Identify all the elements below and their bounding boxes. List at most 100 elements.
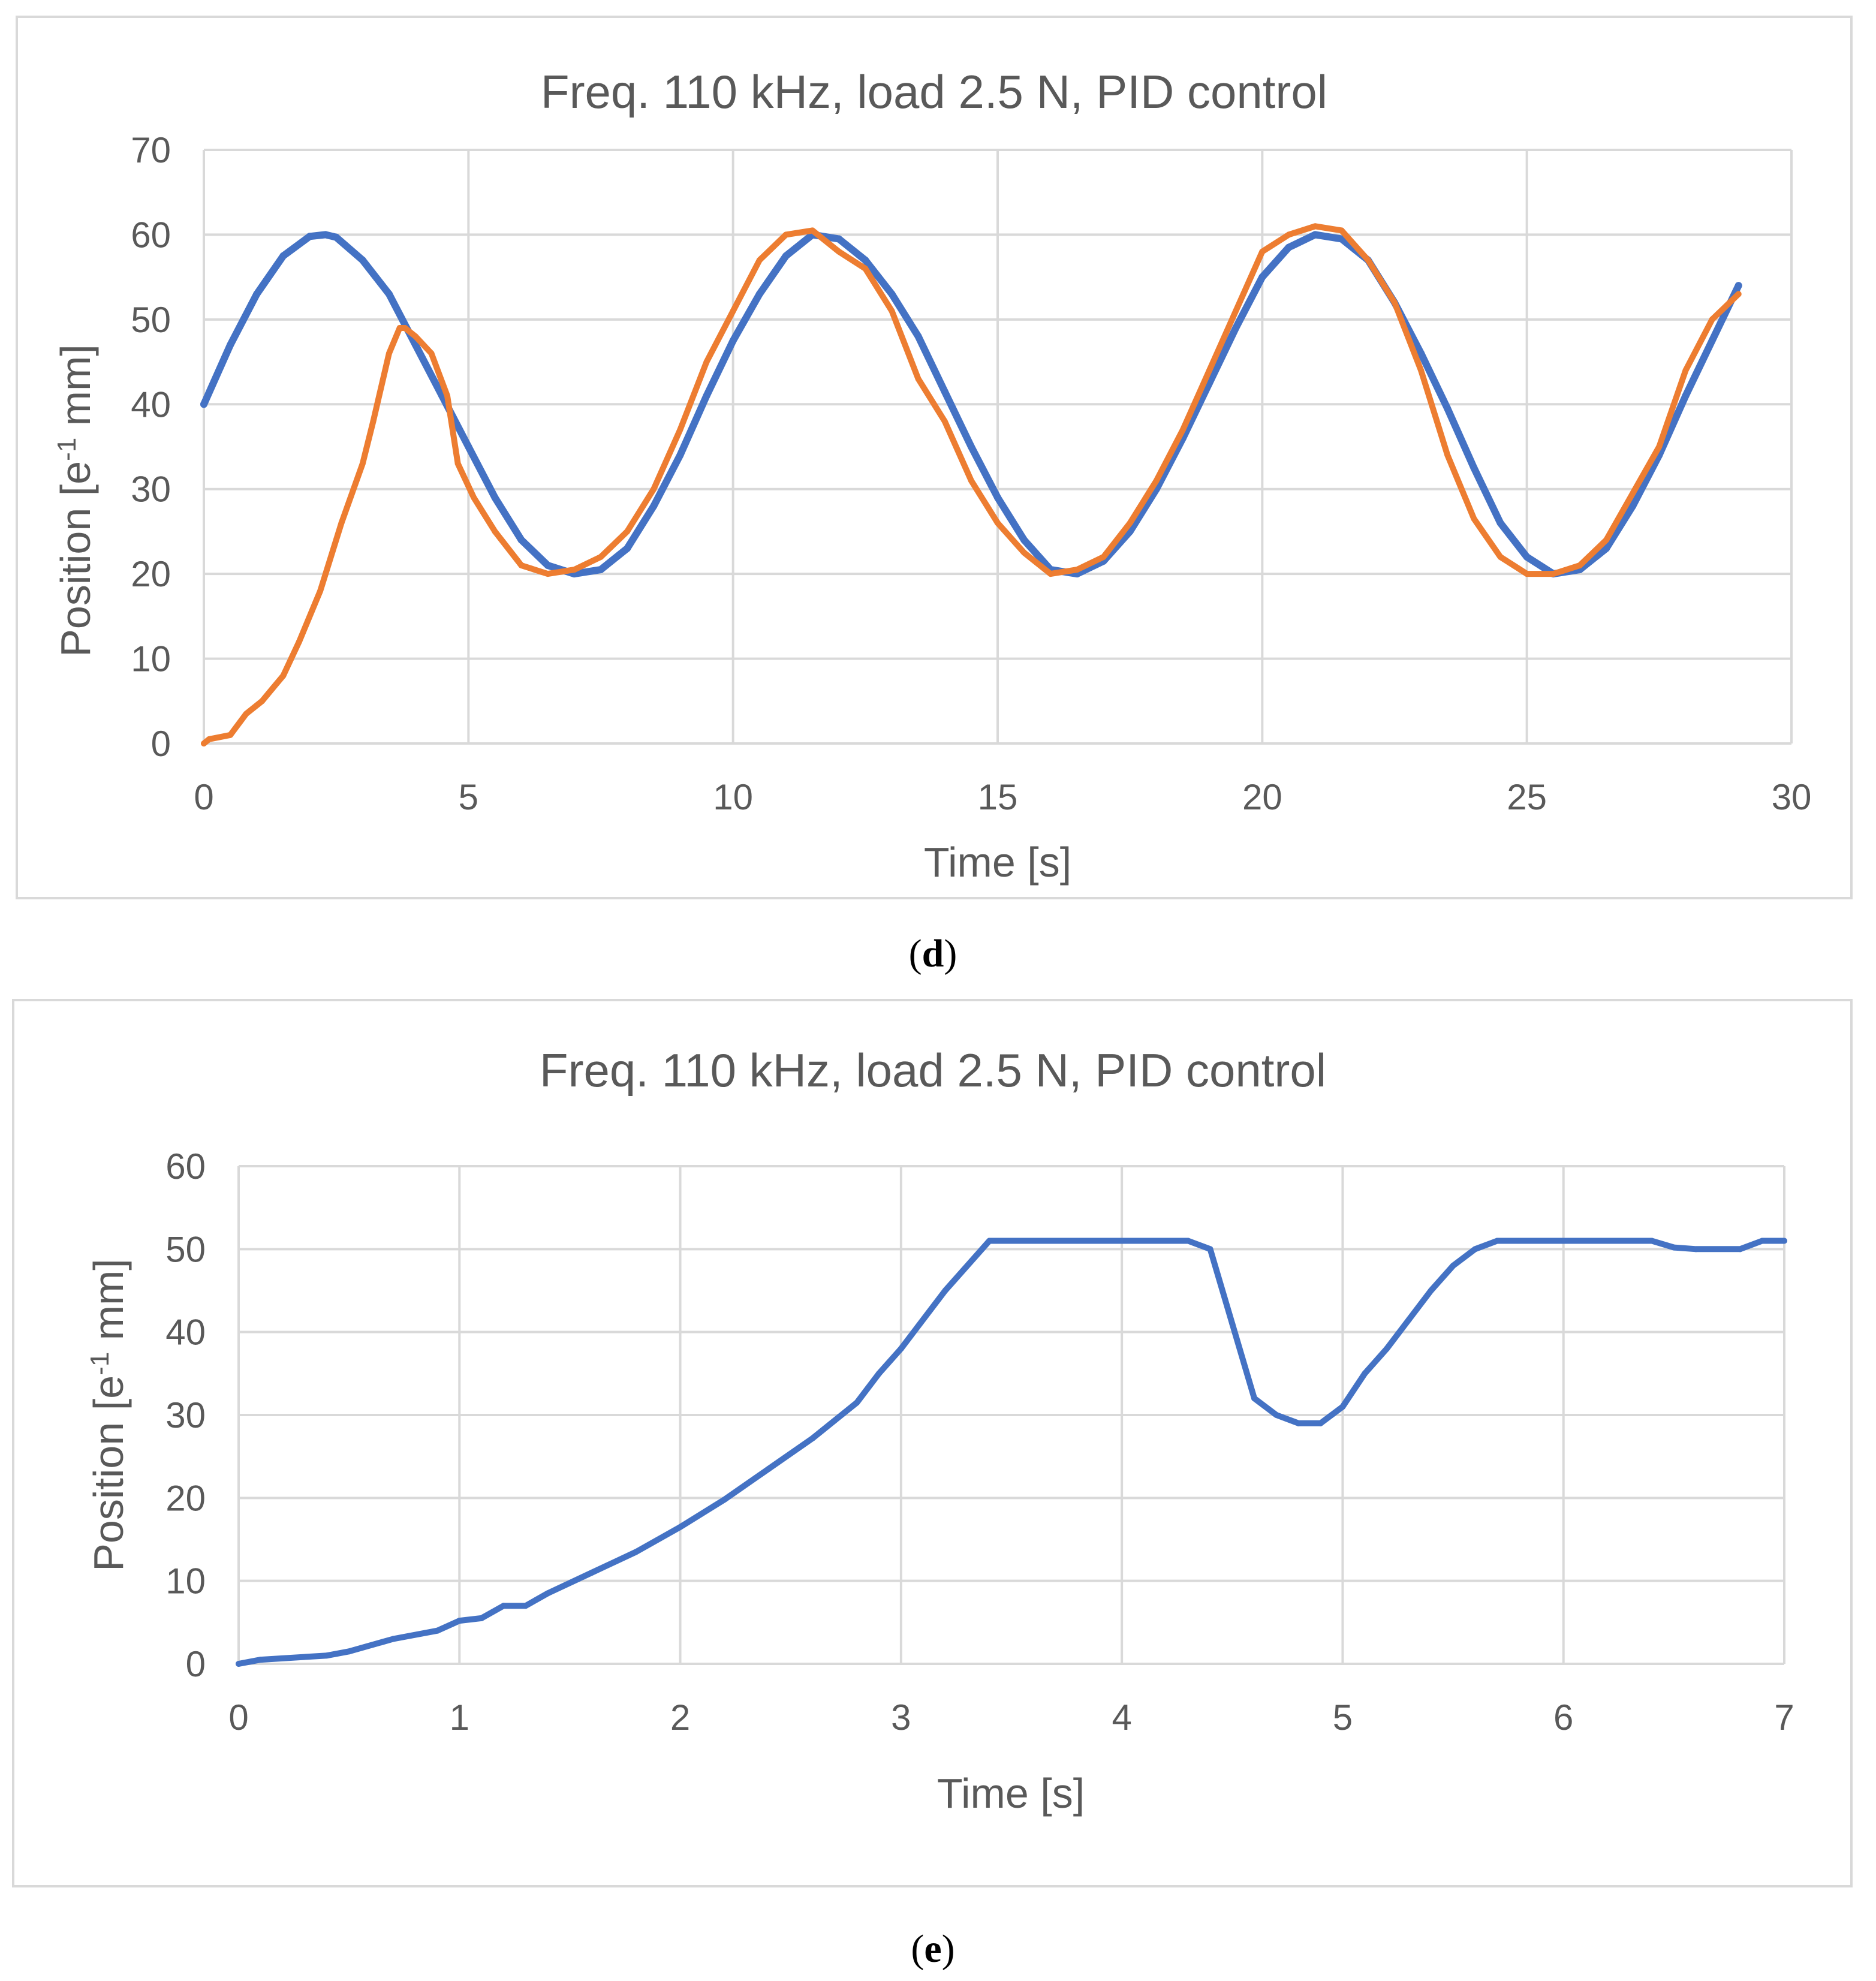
y-tick-label: 10 xyxy=(165,1561,206,1601)
data-point xyxy=(1709,316,1715,323)
data-point xyxy=(269,685,276,692)
data-point xyxy=(1418,367,1425,374)
y-tick-label: 70 xyxy=(131,130,171,170)
x-tick-label: 7 xyxy=(1774,1697,1794,1738)
x-tick-label: 1 xyxy=(450,1697,469,1738)
data-point xyxy=(444,393,451,399)
x-tick-label: 0 xyxy=(228,1697,248,1738)
data-point xyxy=(765,1465,772,1472)
chart-e-x-axis-title: Time [s] xyxy=(937,1770,1085,1817)
data-point xyxy=(1074,1238,1081,1244)
data-point xyxy=(1472,1246,1478,1253)
series-line-measured xyxy=(201,223,1742,746)
data-point xyxy=(854,1399,860,1406)
data-point xyxy=(1656,444,1663,450)
data-point xyxy=(454,460,461,467)
data-point xyxy=(1119,1238,1125,1244)
chart-e-gridlines xyxy=(237,1165,1785,1665)
data-point xyxy=(1417,350,1425,357)
series-line-reference xyxy=(200,231,1742,578)
data-point xyxy=(1450,1263,1456,1269)
data-point xyxy=(1781,1238,1787,1244)
data-point xyxy=(1759,1238,1766,1244)
data-point xyxy=(1670,1244,1677,1251)
chart-e-caption-letter: e xyxy=(924,1927,941,1971)
data-point xyxy=(1428,1287,1434,1294)
chart-d-y-axis-title-prefix: Position [e xyxy=(52,461,99,657)
data-point xyxy=(1273,1412,1279,1418)
data-point xyxy=(1311,231,1319,239)
data-point xyxy=(386,350,392,357)
data-point xyxy=(1516,1238,1523,1244)
data-point xyxy=(1100,553,1107,560)
chart-d-frame xyxy=(16,16,1853,899)
y-tick-label: 50 xyxy=(165,1229,206,1269)
data-point xyxy=(889,308,895,314)
data-point xyxy=(1693,1246,1699,1253)
data-point xyxy=(1471,516,1477,522)
x-tick-label: 5 xyxy=(1333,1697,1353,1738)
data-point xyxy=(1550,571,1556,577)
data-point xyxy=(1604,1238,1611,1244)
data-point xyxy=(1603,544,1610,552)
data-point xyxy=(544,571,551,577)
data-point xyxy=(402,325,408,331)
data-point xyxy=(1603,537,1610,543)
data-point xyxy=(597,566,604,574)
x-tick-label: 30 xyxy=(1772,777,1812,817)
y-tick-label: 50 xyxy=(131,300,171,340)
data-point xyxy=(942,1287,948,1294)
chart-e-caption: (e) xyxy=(911,1927,954,1971)
data-point xyxy=(703,359,710,365)
y-tick-label: 0 xyxy=(186,1644,206,1684)
data-point xyxy=(994,493,1001,501)
data-point xyxy=(1737,1246,1743,1253)
data-point xyxy=(385,290,393,298)
data-point xyxy=(471,494,477,501)
y-tick-label: 40 xyxy=(131,384,171,424)
data-point xyxy=(412,333,419,340)
data-point xyxy=(500,1603,507,1609)
data-point xyxy=(1384,1345,1390,1352)
x-tick-label: 10 xyxy=(713,777,753,817)
data-point xyxy=(1494,1238,1501,1244)
data-point xyxy=(986,1238,993,1244)
data-point xyxy=(589,1569,595,1576)
y-tick-label: 20 xyxy=(165,1478,206,1518)
data-point xyxy=(914,333,922,341)
chart-e-x-tick-labels: 0 1 2 3 4 5 6 7 xyxy=(228,1697,1794,1738)
data-point xyxy=(1362,1370,1368,1377)
data-point xyxy=(1392,299,1398,306)
data-point xyxy=(782,252,790,260)
data-point xyxy=(227,731,234,738)
chart-d-title: Freq. 110 kHz, load 2.5 N, PID control xyxy=(541,65,1327,118)
data-point xyxy=(1047,571,1054,577)
chart-d-y-tick-labels: 0 10 20 30 40 50 60 70 xyxy=(131,130,171,764)
data-point xyxy=(598,553,604,560)
data-point xyxy=(359,256,366,264)
data-point xyxy=(1295,1420,1302,1426)
y-tick-label: 10 xyxy=(131,639,171,679)
chart-d-y-axis-title-sup: -1 xyxy=(52,438,82,461)
data-point xyxy=(677,426,683,433)
data-point xyxy=(434,1627,441,1634)
data-point xyxy=(280,672,287,679)
data-point xyxy=(478,1615,485,1621)
data-point xyxy=(544,562,552,569)
data-point xyxy=(1232,324,1240,332)
data-point xyxy=(835,235,843,243)
y-tick-label: 30 xyxy=(165,1395,206,1435)
data-point xyxy=(1405,1316,1412,1323)
x-tick-label: 4 xyxy=(1112,1697,1131,1738)
chart-d: Freq. 110 kHz, load 2.5 N, PID control 0… xyxy=(16,16,1853,899)
series-position xyxy=(236,1238,1787,1667)
data-point xyxy=(1523,553,1531,561)
data-point xyxy=(1206,367,1213,374)
data-point xyxy=(200,401,207,408)
chart-e-y-tick-labels: 0 10 20 30 40 50 60 xyxy=(165,1146,206,1684)
data-point xyxy=(836,248,842,255)
data-point xyxy=(322,231,330,239)
x-tick-label: 3 xyxy=(891,1697,911,1738)
data-point xyxy=(1233,308,1239,314)
